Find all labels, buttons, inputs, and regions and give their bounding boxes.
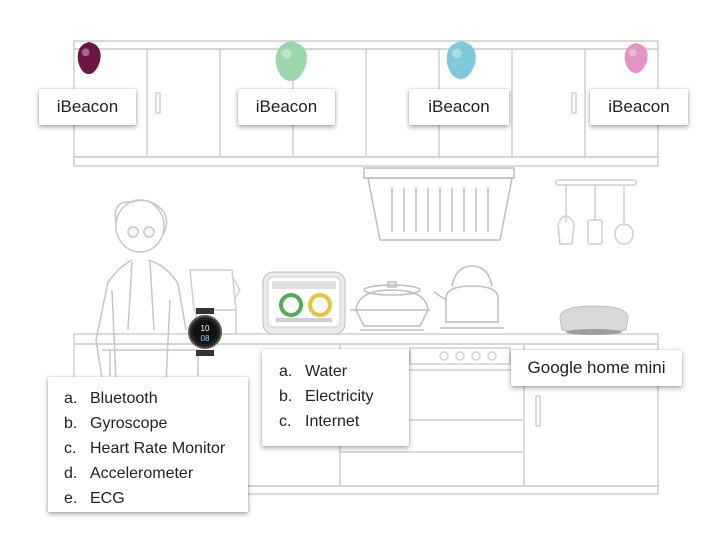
beacon-highlight-3	[451, 48, 462, 59]
beacon-label-4: iBeacon	[590, 89, 688, 125]
smart-meter-device	[262, 271, 346, 335]
list-item: c. Internet	[279, 413, 360, 430]
beacon-pebble-3	[446, 41, 476, 79]
beacon-highlight-4	[628, 49, 637, 57]
meter-features-card: a. Water b. Electricity c. Internet	[262, 349, 409, 446]
google-home-device	[559, 305, 629, 335]
beacon-label-1: iBeacon	[39, 89, 136, 125]
google-home-label: Google home mini	[511, 350, 682, 386]
beacon-pebble-1	[77, 42, 101, 74]
stove-pots	[350, 265, 504, 331]
utensil-rack	[555, 179, 637, 245]
watch-time-bottom: 08	[201, 334, 210, 343]
watch-time-top: 10	[201, 324, 210, 333]
beacon-label-2: iBeacon	[238, 89, 335, 125]
upper-cabinets	[73, 40, 659, 167]
list-item: b. Gyroscope	[64, 415, 168, 432]
watch-features-list: a. Bluetooth b. Gyroscope c. Heart Rate Mon…	[64, 386, 248, 511]
list-item: b. Electricity	[279, 388, 374, 405]
list-item: a. Water	[279, 363, 348, 380]
beacon-highlight-1	[81, 48, 90, 57]
watch-features-card: a. Bluetooth b. Gyroscope c. Heart Rate Mon…	[48, 377, 248, 512]
beacon-pebble-2	[275, 41, 307, 81]
list-item: a. Bluetooth	[64, 390, 158, 407]
elderly-woman	[95, 199, 200, 383]
range-hood	[363, 167, 515, 241]
smart-watch: 10 08	[188, 308, 222, 356]
beacon-highlight-2	[281, 49, 292, 59]
beacon-devices	[77, 41, 648, 81]
list-item: c. Heart Rate Monitor	[64, 440, 226, 457]
beacon-label-3: iBeacon	[409, 89, 509, 125]
list-item: e. ECG	[64, 490, 125, 507]
list-item: d. Accelerometer	[64, 465, 194, 482]
beacon-pebble-4	[624, 43, 648, 73]
meter-features-list: a. Water b. Electricity c. Internet	[279, 359, 409, 434]
